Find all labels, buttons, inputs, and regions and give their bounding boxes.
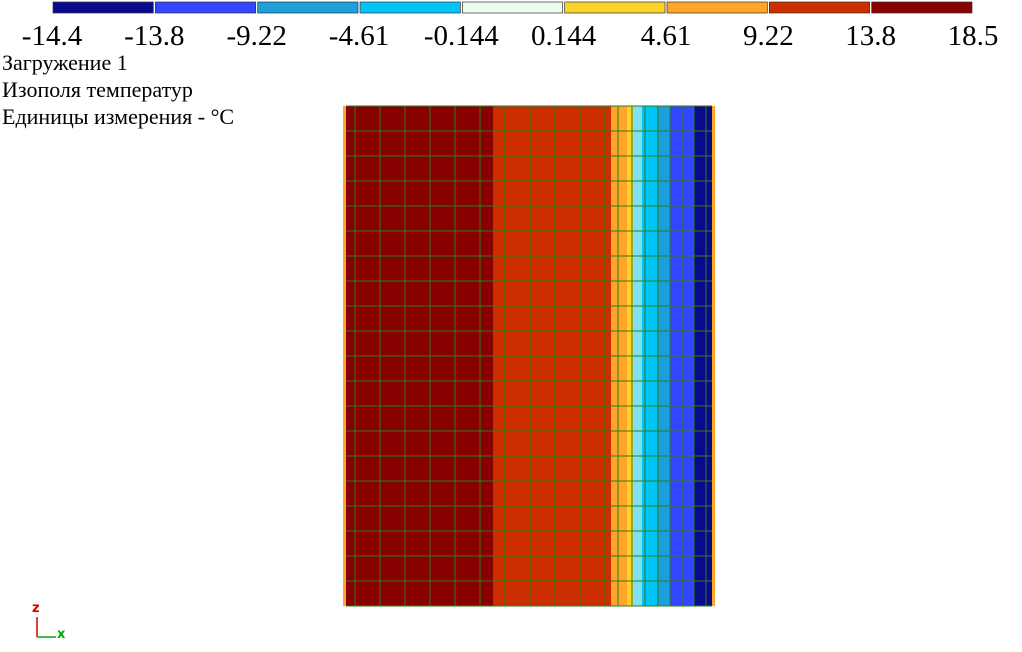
legend-swatch [564,1,666,14]
result-title: Изополя температур [2,77,193,102]
legend-swatch [257,1,359,14]
legend-label: -9.22 [226,20,286,52]
legend-label: -4.61 [329,20,389,52]
legend-swatch [461,1,564,14]
load-case: Загружение 1 [2,50,128,75]
legend-swatch [154,1,257,14]
isofield-plot [343,105,715,607]
legend-label: -14.4 [22,20,83,52]
legend-swatch [871,1,973,14]
legend-label: -0.144 [424,20,499,52]
legend-label: 9.22 [743,20,794,52]
legend-label: 13.8 [845,20,896,52]
legend-swatch [666,1,768,14]
legend-label: -13.8 [124,20,184,52]
color-legend: -14.4 -13.8 -9.22 -4.61 -0.144 0.144 4.61 9.22 1… [22,1,999,52]
legend-label: 18.5 [948,20,999,52]
legend-label: 4.61 [641,20,692,52]
iso-band [712,106,715,606]
legend-swatch [52,1,154,14]
legend-swatch [359,1,461,14]
legend-swatch [768,1,871,14]
x-label: x [57,627,66,642]
iso-band [343,106,346,606]
units: Единицы измерения - °C [2,104,234,129]
axis-icon: z x [32,601,66,642]
legend-label: 0.144 [531,20,597,52]
z-label: z [32,601,40,616]
